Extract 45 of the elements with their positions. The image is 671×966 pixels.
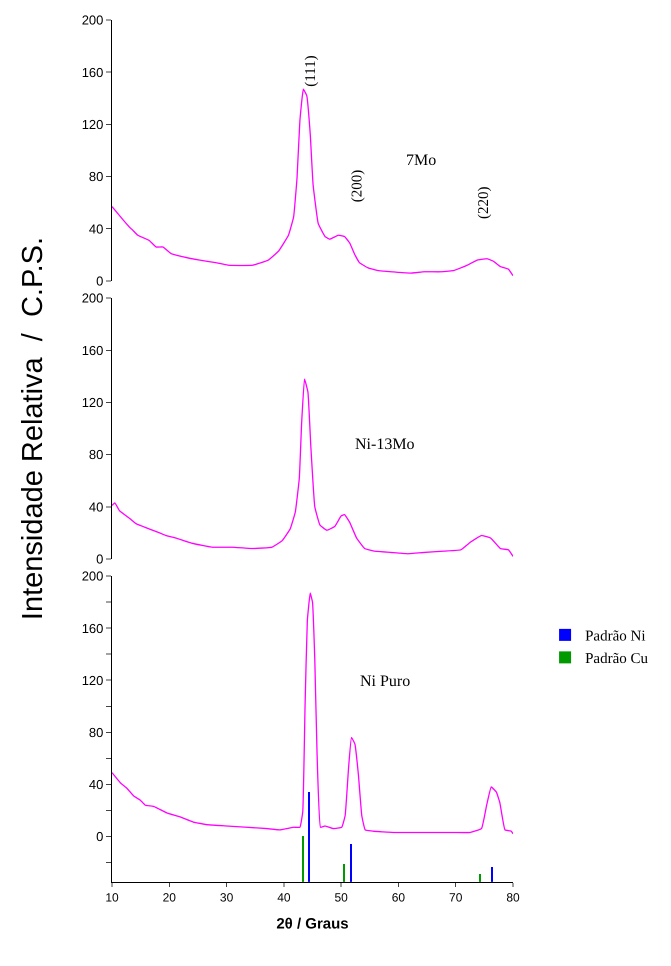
line-series [112, 88, 513, 276]
y-tick-label: 200 [82, 290, 104, 306]
x-tick-label: 70 [449, 890, 463, 904]
x-tick-label: 60 [392, 890, 406, 904]
x-axis-title: 2θ / Graus [276, 915, 349, 932]
x-tick-label: 20 [162, 890, 176, 904]
line-series [112, 378, 513, 557]
bar [343, 864, 345, 882]
x-tick-label: 40 [277, 890, 291, 904]
x-tick-label: 80 [506, 890, 520, 904]
y-tick-label: 120 [82, 395, 104, 410]
bar [479, 874, 481, 882]
y-tick-label: 80 [88, 447, 104, 462]
y-tick-label: 80 [88, 169, 104, 184]
y-axis-title: Intensidade Relativa / C.P.S. [17, 236, 50, 620]
annotation: 7Mo [406, 152, 436, 169]
y-tick-label: 0 [96, 828, 104, 844]
x-tick-label: 10 [105, 890, 119, 904]
line-series [112, 592, 513, 834]
y-tick-label: 200 [82, 12, 104, 28]
legend-label: Padrão Ni [585, 628, 646, 645]
annotation: (111) [302, 55, 319, 87]
y-tick-label: 40 [88, 499, 104, 514]
y-tick-label: 120 [82, 116, 104, 132]
annotation: Ni-13Mo [355, 436, 415, 453]
annotation: (200) [349, 170, 366, 202]
x-tick-label: 50 [334, 890, 348, 904]
y-tick-label: 40 [88, 776, 104, 792]
bar [491, 867, 493, 882]
bar [350, 844, 352, 882]
bar [302, 836, 304, 882]
legend-label: Padrão Cu [585, 651, 648, 668]
y-tick-label: 200 [82, 568, 104, 584]
bar [308, 792, 310, 882]
x-tick-label: 30 [220, 890, 234, 904]
y-tick-label: 160 [82, 620, 104, 636]
y-tick-label: 160 [82, 342, 104, 358]
y-tick-label: 160 [82, 64, 104, 80]
y-tick-label: 120 [82, 672, 104, 688]
y-tick-label: 80 [88, 724, 104, 740]
annotation: Ni Puro [360, 673, 410, 690]
annotation: (220) [476, 186, 492, 219]
y-tick-label: 0 [96, 273, 104, 288]
y-tick-label: 40 [88, 221, 104, 236]
y-tick-label: 0 [96, 552, 104, 567]
